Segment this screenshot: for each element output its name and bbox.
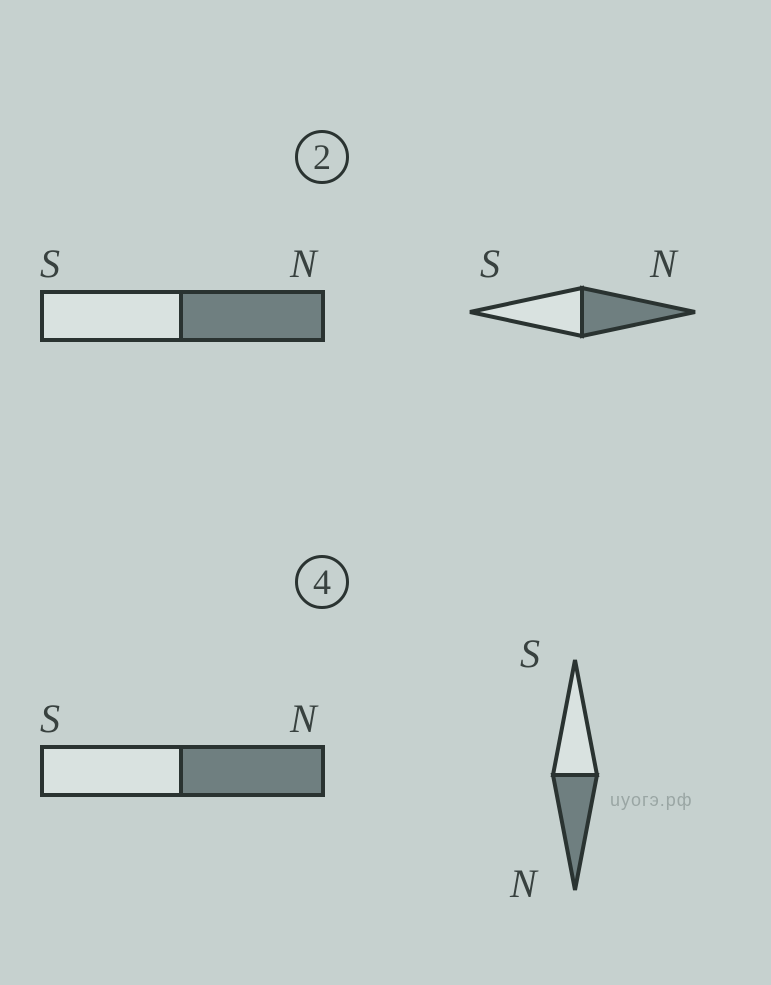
bar2-label-n: N xyxy=(290,240,317,287)
page-background xyxy=(0,0,771,985)
compass4-label-s: S xyxy=(520,630,540,677)
bar4-label-n: N xyxy=(290,695,317,742)
bar2-label-s: S xyxy=(40,240,60,287)
compass4-south-tip xyxy=(553,660,597,775)
bar-magnet-2-south xyxy=(44,294,183,338)
compass-needle-4 xyxy=(540,655,610,895)
compass2-north-tip xyxy=(582,288,695,336)
watermark: uyогэ.рф xyxy=(610,790,693,811)
compass-needle-2 xyxy=(465,282,700,342)
bar4-label-s: S xyxy=(40,695,60,742)
bar-magnet-4-north xyxy=(183,749,322,793)
compass2-south-tip xyxy=(470,288,582,336)
bar-magnet-2 xyxy=(40,290,325,342)
compass2-label-s: S xyxy=(480,240,500,287)
bar-magnet-4 xyxy=(40,745,325,797)
option-number-circle-4: 4 xyxy=(295,555,349,609)
bar-magnet-4-south xyxy=(44,749,183,793)
option-number-circle-2: 2 xyxy=(295,130,349,184)
bar-magnet-2-north xyxy=(183,294,322,338)
option-number-4-label: 4 xyxy=(313,564,331,600)
option-number-2-label: 2 xyxy=(313,139,331,175)
compass4-north-tip xyxy=(553,775,597,890)
compass4-label-n: N xyxy=(510,860,537,907)
compass2-label-n: N xyxy=(650,240,677,287)
